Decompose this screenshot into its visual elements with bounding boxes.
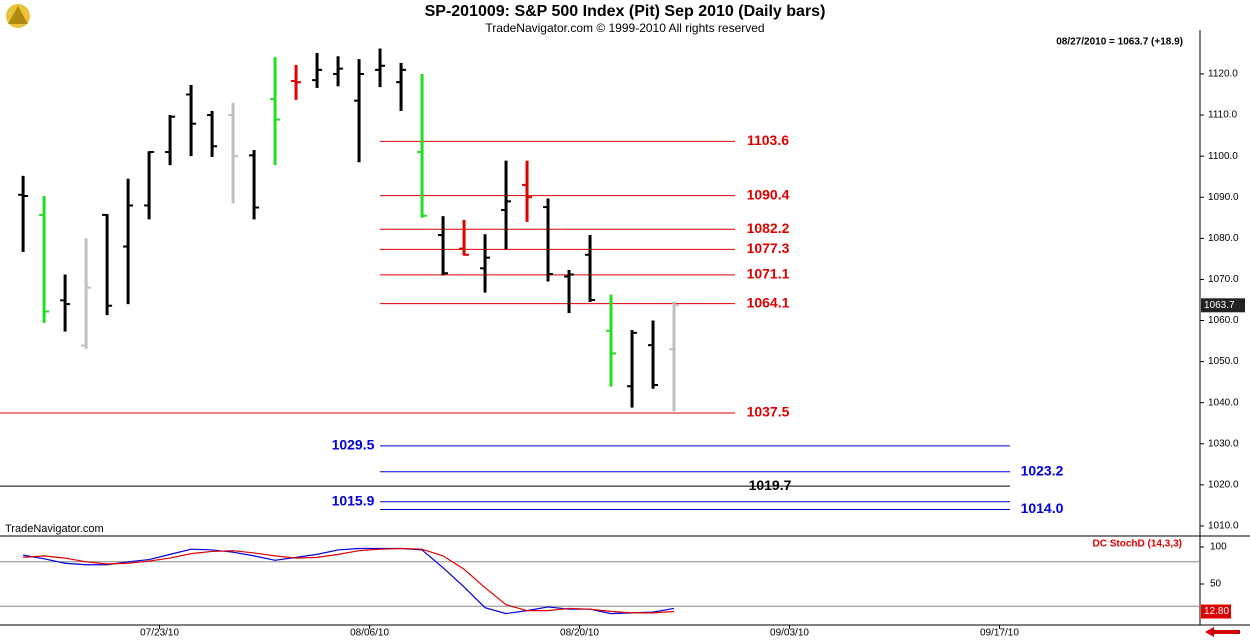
x-tick-label: 09/17/10 [980,628,1019,639]
level-label: 1090.4 [747,186,790,202]
y-tick-label: 50 [1210,579,1222,590]
level-label: 1071.1 [747,266,790,282]
x-tick-label: 08/06/10 [350,628,389,639]
y-tick-label: 1030.0 [1208,438,1239,449]
y-tick-label: 1060.0 [1208,315,1239,326]
y-tick-label: 1070.0 [1208,274,1239,285]
level-label: 1064.1 [747,294,790,310]
y-tick-label: 1010.0 [1208,521,1239,532]
last-note: 08/27/2010 = 1063.7 (+18.9) [1056,37,1183,48]
indicator-title: DC StochD (14,3,3) [1093,539,1182,550]
last-value-label: 12.80 [1204,606,1229,617]
y-tick-label: 1020.0 [1208,480,1239,491]
level-label: 1082.2 [747,220,790,236]
scroll-arrow[interactable] [1205,627,1240,637]
y-tick-label: 1040.0 [1208,397,1239,408]
level-label: 1015.9 [332,492,375,508]
y-tick-label: 1110.0 [1208,110,1238,121]
level-label: 1037.5 [747,404,790,420]
last-price-box [1201,298,1245,313]
x-tick-label: 07/23/10 [140,628,179,639]
chart-subtitle: TradeNavigator.com © 1999-2010 All right… [485,21,764,35]
y-tick-label: 1090.0 [1208,192,1239,203]
x-tick-label: 09/03/10 [770,628,809,639]
x-tick-label: 08/20/10 [560,628,599,639]
stoch-line [23,547,675,614]
level-label: 1023.2 [1021,462,1064,478]
y-tick-label: 1100.0 [1208,151,1238,162]
level-label: 1077.3 [747,240,790,256]
logo [6,4,30,28]
level-label: 1014.0 [1021,500,1064,516]
level-label: 1019.7 [749,477,792,493]
last-price-label: 1063.7 [1204,300,1235,311]
level-label: 1029.5 [332,437,375,453]
y-tick-label: 1050.0 [1208,356,1239,367]
y-tick-label: 1120.0 [1208,69,1238,80]
chart-title: SP-201009: S&P 500 Index (Pit) Sep 2010 … [425,3,826,20]
level-label: 1103.6 [747,132,789,148]
watermark: TradeNavigator.com [5,523,104,535]
y-tick-label: 1080.0 [1208,233,1239,244]
last-value-box [1201,604,1231,619]
y-tick-label: 100 [1210,542,1227,553]
